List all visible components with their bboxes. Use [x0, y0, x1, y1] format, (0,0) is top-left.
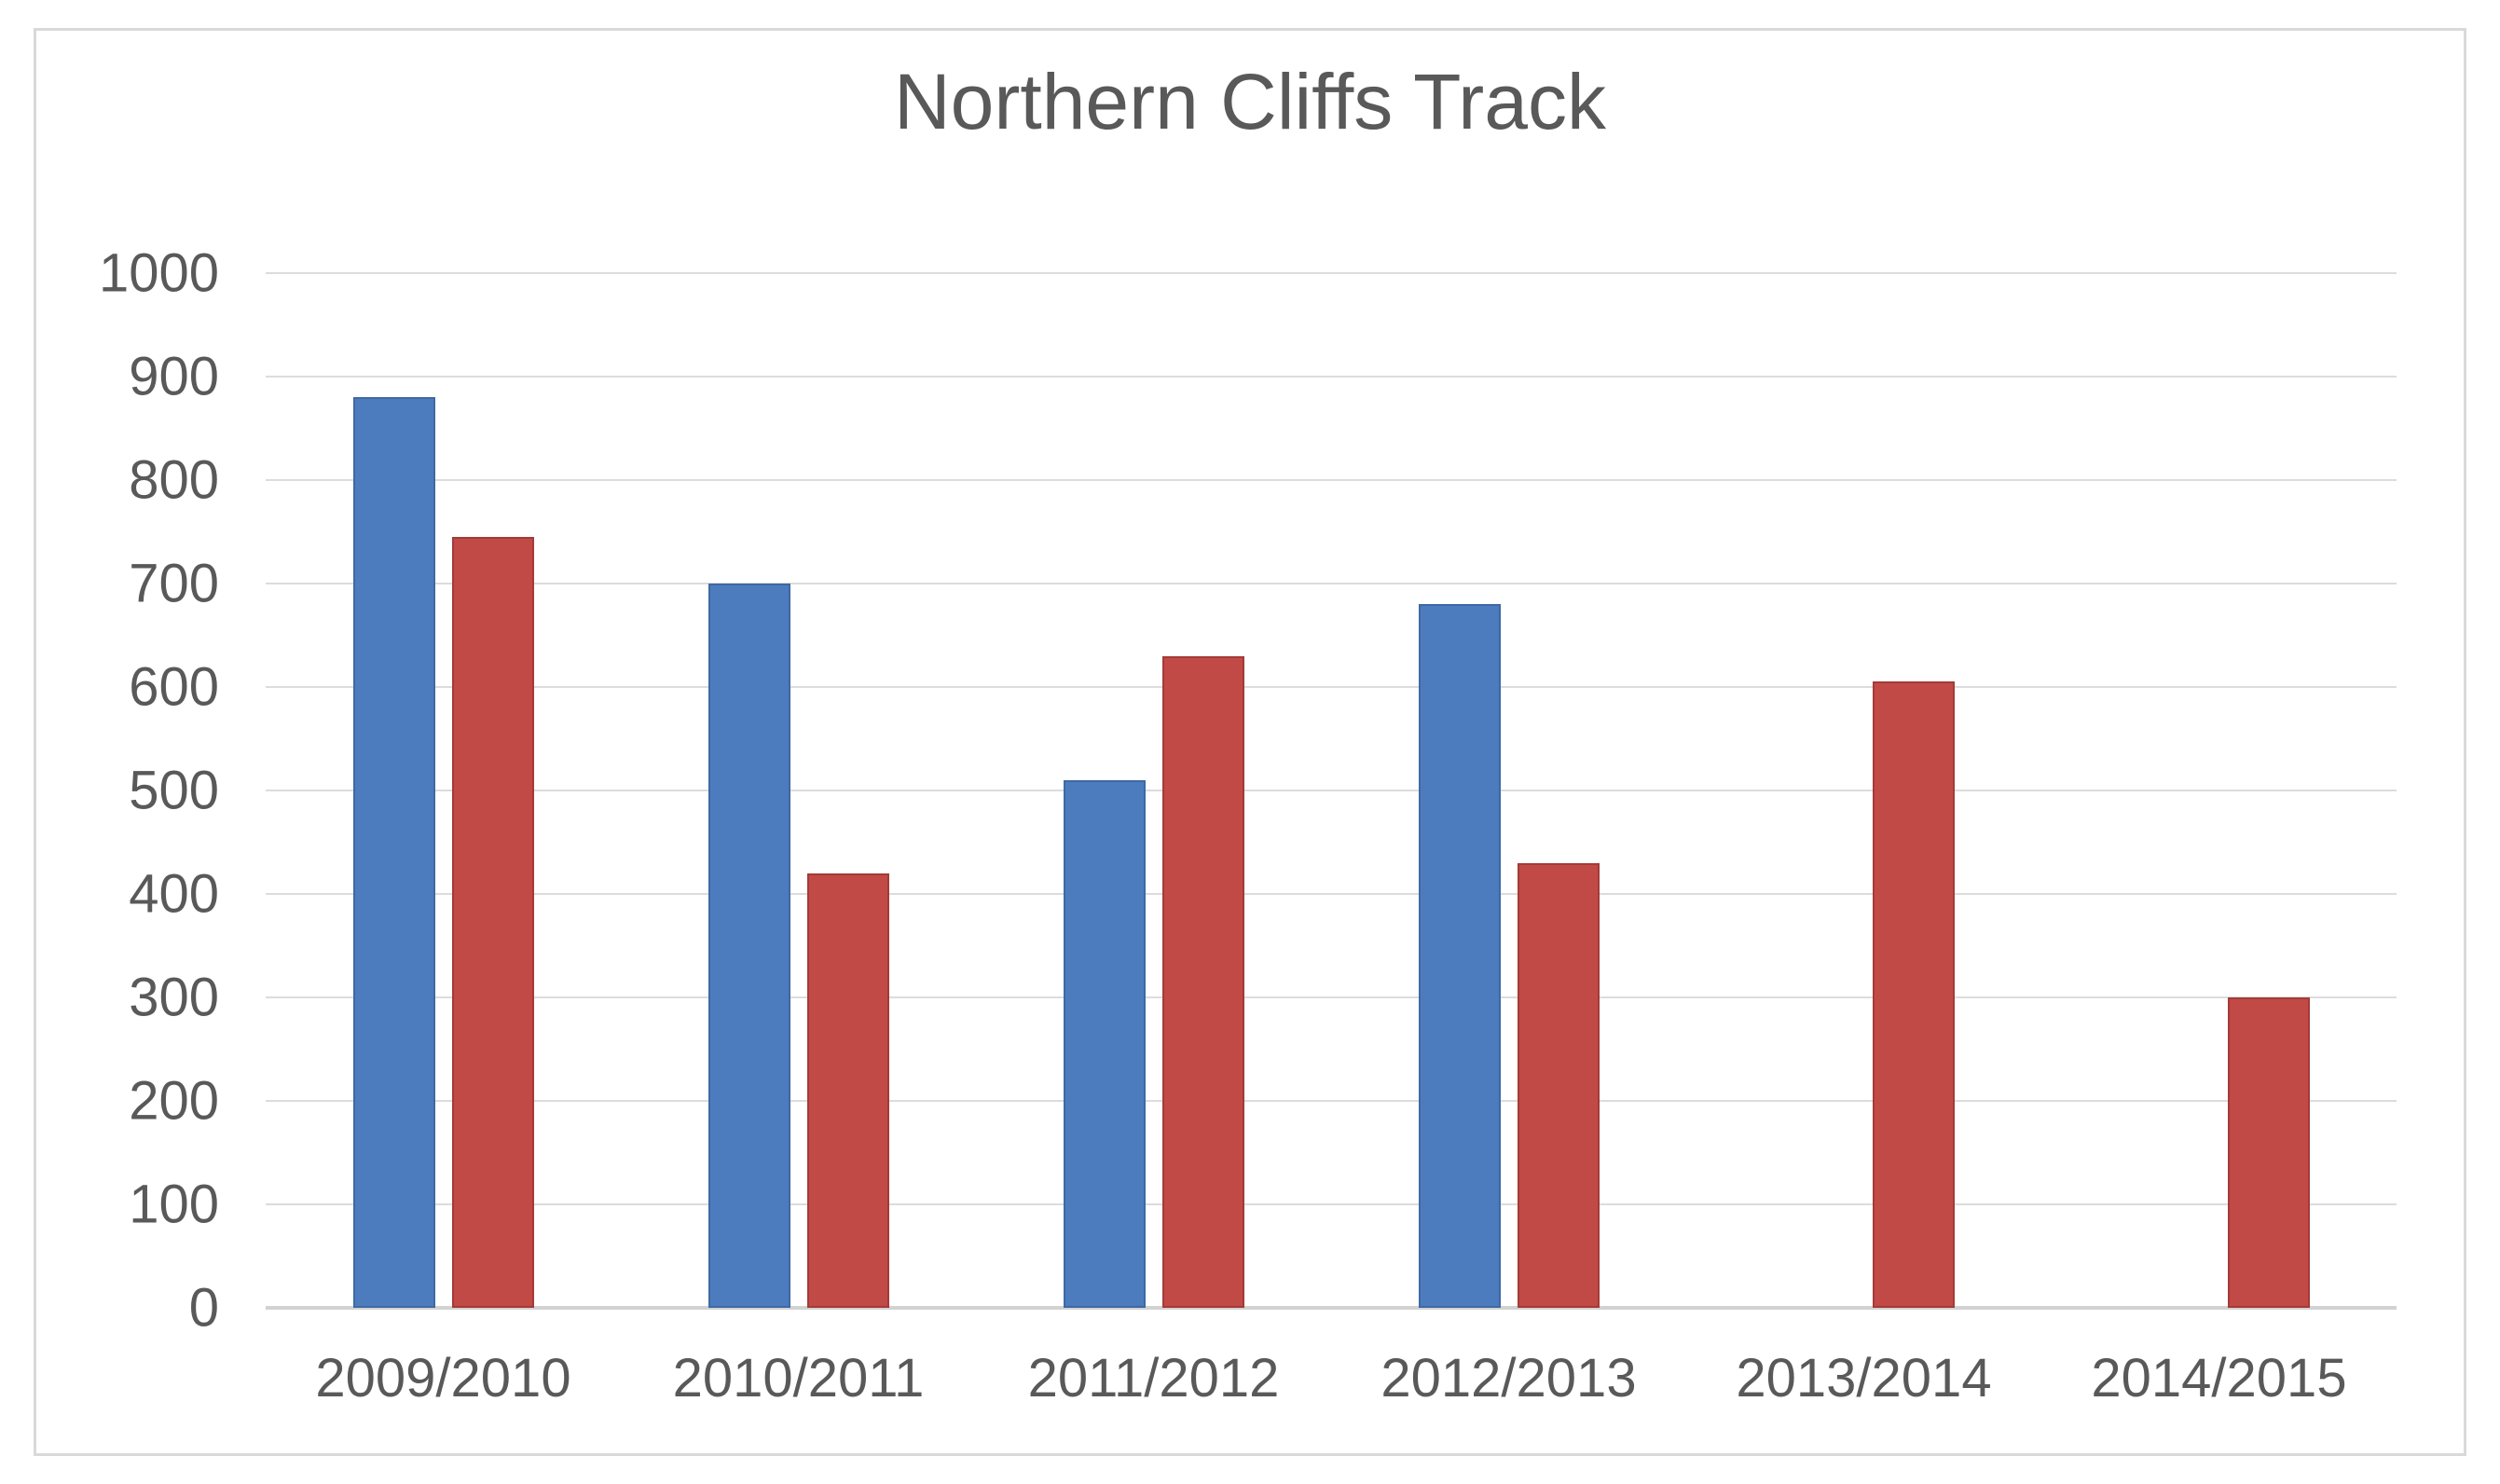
red-bar	[2227, 997, 2310, 1308]
y-tick-label: 700	[129, 553, 219, 614]
y-tick-label: 200	[129, 1070, 219, 1132]
y-tick-label: 300	[129, 967, 219, 1028]
y-tick-label: 900	[129, 346, 219, 407]
bar-group	[2041, 273, 2397, 1308]
y-tick-label: 500	[129, 760, 219, 821]
x-tick-label: 2010/2011	[672, 1347, 925, 1408]
gridline	[266, 893, 2397, 895]
y-axis: 0 100 200 300 400 500 600 700 800 900 1000	[36, 31, 219, 1453]
red-bar	[806, 873, 889, 1308]
blue-bar	[707, 584, 790, 1308]
red-bar	[1161, 655, 1244, 1308]
blue-bar	[352, 397, 435, 1308]
gridline	[266, 272, 2397, 274]
chart-frame: Northern Cliffs Track 0 100 200 300 400 500 60…	[34, 28, 2466, 1456]
x-tick-label: 2014/2015	[2091, 1347, 2347, 1408]
blue-bar	[1418, 604, 1501, 1308]
x-axis: 2009/2010 2010/2011 2011/2012 2012/2013 2013…	[266, 1331, 2397, 1424]
red-bar	[451, 537, 534, 1308]
bar-group	[976, 273, 1331, 1308]
x-tick-label: 2013/2014	[1736, 1347, 1992, 1408]
gridline	[266, 1203, 2397, 1205]
blue-bar	[1063, 779, 1146, 1308]
bar-groups	[266, 273, 2397, 1308]
bar-group	[1686, 273, 2041, 1308]
y-tick-label: 100	[129, 1174, 219, 1235]
red-bar	[1872, 681, 1955, 1308]
gridline	[266, 686, 2397, 688]
y-tick-label: 400	[129, 863, 219, 925]
x-tick-label: 2012/2013	[1380, 1347, 1637, 1408]
gridline	[266, 996, 2397, 998]
bar-group	[266, 273, 621, 1308]
x-axis-line	[266, 1306, 2397, 1310]
y-tick-label: 0	[188, 1277, 219, 1339]
bar-group	[621, 273, 976, 1308]
x-tick-label: 2011/2012	[1027, 1347, 1280, 1408]
chart-title: Northern Cliffs Track	[894, 58, 1606, 145]
gridline	[266, 790, 2397, 791]
bar-group	[1331, 273, 1686, 1308]
x-tick-label: 2009/2010	[315, 1347, 571, 1408]
y-tick-label: 600	[129, 656, 219, 718]
plot-area	[266, 272, 2397, 1310]
gridline	[266, 1100, 2397, 1102]
red-bar	[1517, 862, 1600, 1308]
gridline	[266, 376, 2397, 378]
gridline	[266, 583, 2397, 584]
y-tick-label: 800	[129, 449, 219, 511]
y-tick-label: 1000	[98, 242, 219, 304]
gridline	[266, 479, 2397, 481]
